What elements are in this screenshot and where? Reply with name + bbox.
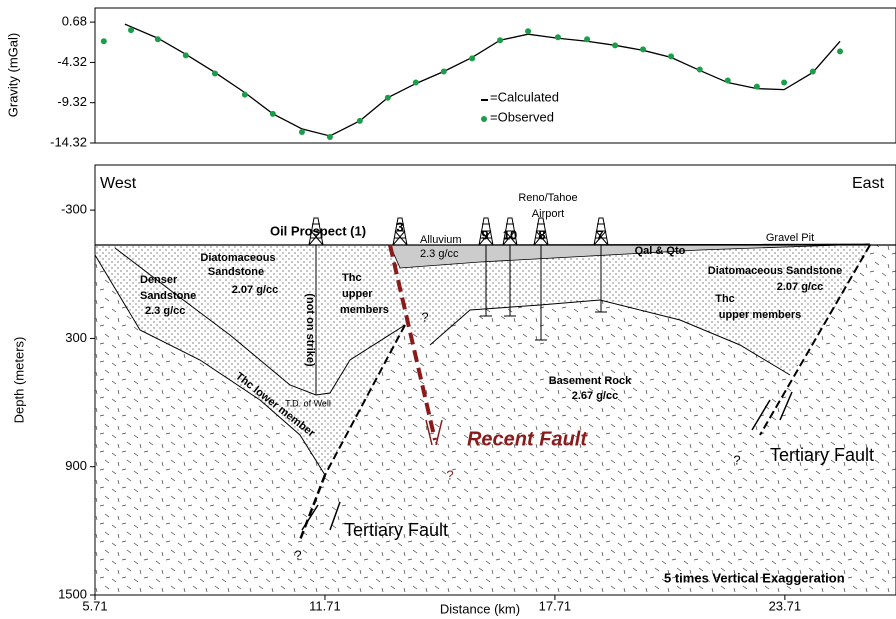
observed-point	[525, 28, 532, 35]
annotation: 10	[503, 227, 517, 242]
y-axis-label: Depth (meters)	[11, 337, 26, 424]
annotation: Denser	[140, 274, 178, 286]
annotation: Tertiary Fault	[770, 445, 874, 465]
annotation: Sandstone	[208, 266, 264, 278]
observed-point	[356, 117, 363, 124]
annotation: Alluvium	[420, 234, 462, 246]
annotation: 2.07 g/cc	[777, 281, 823, 293]
annotation: 2.67 g/cc	[572, 390, 618, 402]
annotation: Thc	[342, 272, 362, 284]
derrick	[502, 217, 518, 246]
observed-point	[412, 79, 419, 86]
annotation: Basement Rock	[549, 375, 632, 387]
y-tick-label: 300	[65, 330, 87, 345]
annotation: Airport	[532, 208, 564, 220]
annotation: 2.3 g/cc	[420, 248, 459, 260]
legend-label: =Observed	[490, 109, 554, 124]
annotation: upper	[342, 288, 373, 300]
annotation: Thc	[715, 293, 735, 305]
calculated-line	[124, 23, 841, 137]
annotation: Reno/Tahoe	[518, 192, 577, 204]
gravity-frame	[94, 7, 896, 144]
legend-label: =Calculated	[490, 89, 559, 104]
annotation: (not on strike)	[304, 293, 316, 367]
derricks	[308, 217, 609, 246]
x-axis-label: Distance (km)	[440, 601, 520, 616]
derrick	[593, 217, 609, 246]
legend-key	[481, 116, 487, 122]
observed-point	[182, 52, 189, 59]
y-axis-label: Gravity (mGal)	[5, 33, 20, 118]
annotation: members	[340, 304, 389, 316]
annotation: ?	[446, 467, 453, 482]
observed-point	[696, 66, 703, 73]
observed-point	[668, 53, 675, 60]
observed-point	[326, 133, 333, 140]
derrick	[478, 217, 494, 246]
annotation: T.D. of Well	[285, 398, 331, 408]
annotation: 8	[538, 227, 545, 242]
annotation: Diatomaceous Sandstone	[708, 265, 842, 277]
y-tick-label: 900	[65, 458, 87, 473]
observed-point	[440, 68, 447, 75]
annotation: upper members	[719, 309, 802, 321]
observed-point	[241, 91, 248, 98]
annotation: 5 times Vertical Exaggeration	[664, 570, 845, 585]
section-frame	[94, 164, 896, 596]
observed-point	[154, 36, 161, 43]
observed-point	[837, 48, 844, 55]
observed-point	[497, 37, 504, 44]
annotation: 7	[596, 227, 603, 242]
y-tick-label: 0.68	[62, 14, 87, 29]
observed-point	[809, 68, 816, 75]
x-tick-label: 17.71	[539, 598, 572, 613]
observed-point	[640, 46, 647, 53]
annotation: Tertiary Fault	[344, 520, 448, 540]
observed-point	[128, 27, 135, 34]
observed-point	[269, 110, 276, 117]
observed-point	[753, 83, 760, 90]
y-tick-label: -9.32	[57, 94, 87, 109]
annotation: East	[852, 175, 885, 192]
annotation: Oil Prospect (1)	[270, 223, 366, 238]
annotation: Diatomaceous	[200, 252, 275, 264]
y-tick-label: -300	[61, 202, 87, 217]
observed-point	[211, 70, 218, 77]
x-tick-label: 5.71	[82, 598, 107, 613]
y-tick-label: -14.32	[50, 134, 87, 149]
annotation: Qal & Qto	[635, 245, 686, 257]
observed-point	[612, 42, 619, 49]
x-tick-label: 23.71	[769, 598, 802, 613]
x-tick-label: 11.71	[309, 598, 341, 613]
geology	[94, 243, 896, 595]
derrick	[533, 217, 549, 246]
annotation: ?	[421, 309, 428, 324]
y-tick-label: -4.32	[57, 54, 87, 69]
annotation: Sandstone	[140, 290, 196, 302]
annotation: 3	[396, 219, 403, 234]
annotation: West	[100, 175, 137, 192]
observed-point	[298, 128, 305, 135]
observed-point	[100, 38, 107, 45]
observed-point	[584, 36, 591, 43]
observed-point	[384, 94, 391, 101]
annotation: 2.3 g/cc	[145, 305, 185, 317]
y-tick-label: 1500	[58, 586, 87, 601]
annotation: Recent Fault	[467, 428, 588, 450]
annotation: ?	[294, 547, 301, 562]
derrick	[392, 217, 408, 246]
observed-point	[724, 77, 731, 84]
observed-point	[781, 79, 788, 86]
derrick	[308, 217, 324, 246]
annotation: Gravel Pit	[766, 232, 814, 244]
annotation: ?	[733, 452, 740, 467]
observed-point	[554, 34, 561, 41]
observed-point	[469, 55, 476, 62]
annotation: 2.07 g/cc	[232, 284, 278, 296]
annotation: 9	[481, 227, 488, 242]
